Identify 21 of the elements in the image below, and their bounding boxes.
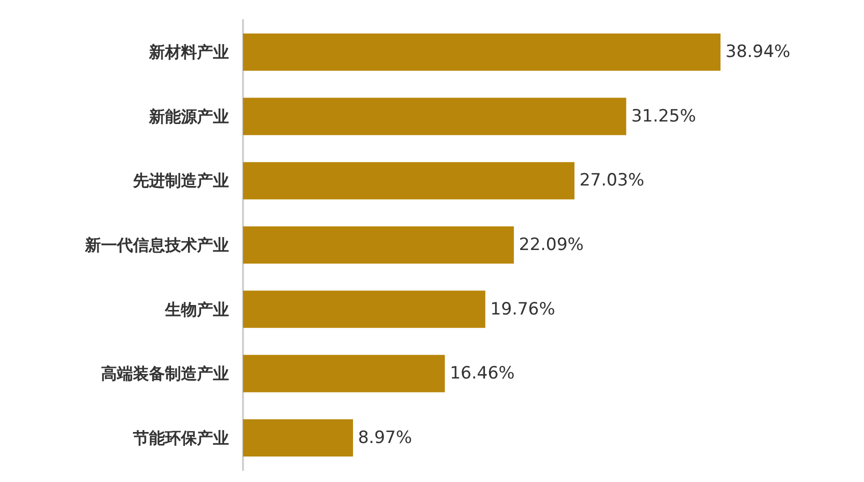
- bar: [243, 419, 353, 456]
- bar: [243, 162, 574, 200]
- data-label: 22.09%: [518, 235, 584, 255]
- bar: [243, 226, 514, 264]
- y-tick-label: 节能环保产业: [132, 428, 229, 448]
- bar: [243, 290, 486, 328]
- data-label: 31.25%: [631, 106, 696, 126]
- y-tick-label: 高端装备制造产业: [101, 364, 229, 384]
- y-tick-label: 生物产业: [164, 300, 229, 319]
- bar: [243, 98, 626, 136]
- data-label: 27.03%: [579, 170, 644, 191]
- y-tick-label: 新能源产业: [148, 106, 229, 126]
- y-tick-label: 新材料产业: [148, 42, 229, 62]
- data-label: 8.97%: [358, 428, 412, 448]
- data-label: 16.46%: [450, 364, 515, 384]
- bar: [243, 34, 720, 71]
- bar: [243, 354, 445, 392]
- data-label: 38.94%: [726, 42, 790, 62]
- y-tick-label: 先进制造产业: [132, 171, 229, 190]
- data-label: 19.76%: [490, 299, 556, 320]
- y-tick-label: 新一代信息技术产业: [84, 236, 229, 254]
